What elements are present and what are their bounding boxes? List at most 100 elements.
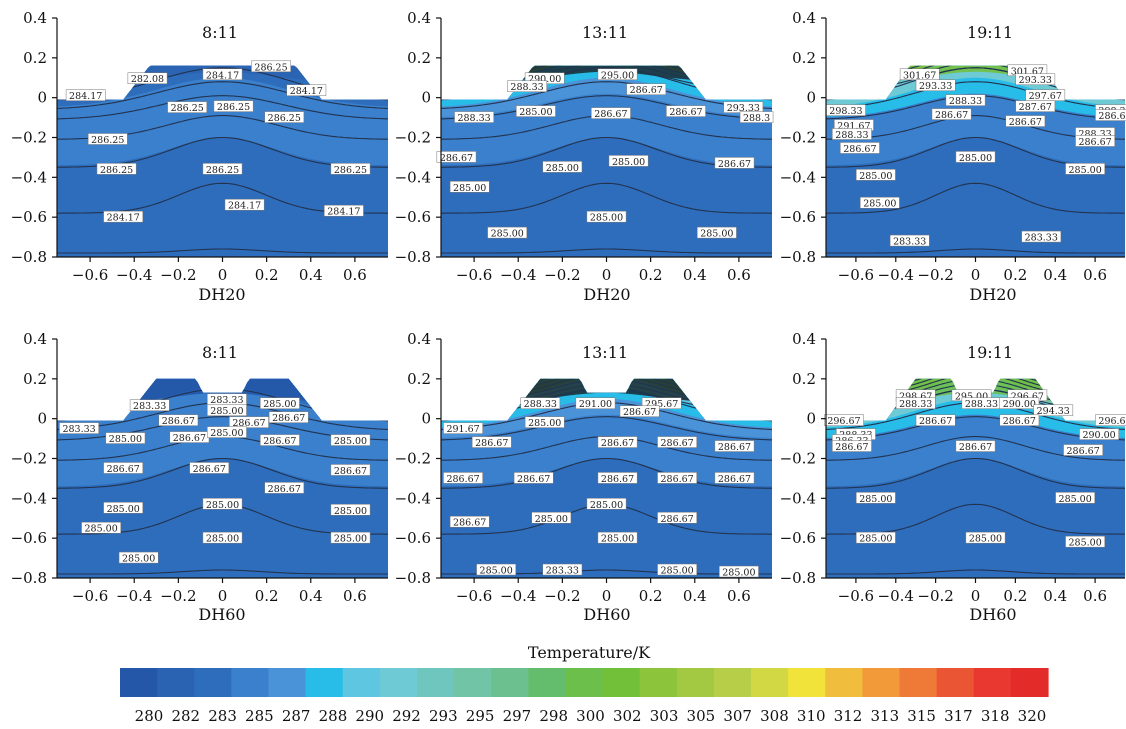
y-tick-label: 0.2 (792, 49, 816, 67)
svg-text:285.00: 285.00 (122, 554, 155, 565)
svg-text:283.33: 283.33 (210, 395, 243, 406)
svg-text:285.00: 285.00 (210, 406, 243, 417)
y-tick-label: 0.2 (23, 370, 47, 388)
contour-label: 286.67 (915, 414, 956, 427)
svg-text:286.67: 286.67 (475, 438, 508, 449)
y-tick-label: −0.4 (11, 489, 47, 507)
colorbar-swatch (305, 668, 344, 697)
contour-label: 295.67 (641, 397, 682, 410)
contour-label: 285.00 (487, 226, 528, 240)
svg-text:296.67: 296.67 (827, 416, 860, 427)
contour-label: 285.00 (855, 169, 896, 182)
x-tick-label: −0.4 (116, 587, 152, 605)
contour-label: 285.00 (696, 226, 737, 240)
svg-text:283.33: 283.33 (1025, 233, 1058, 244)
contour-label: 285.00 (531, 512, 572, 525)
svg-text:285.00: 285.00 (546, 163, 579, 174)
contour-label: 286.67 (666, 105, 706, 118)
contour-label: 285.00 (1065, 163, 1105, 176)
colorbar-tick-label: 290 (355, 707, 384, 725)
svg-text:285.00: 285.00 (85, 524, 118, 535)
contour-label: 285.00 (1065, 535, 1105, 549)
svg-text:285.00: 285.00 (590, 213, 623, 224)
contour-line (826, 378, 1125, 389)
panel-title: 19:11 (967, 343, 1013, 362)
panel-title: 13:11 (582, 343, 628, 362)
contour-label: 286.67 (268, 411, 309, 424)
svg-text:288.33: 288.33 (1078, 129, 1111, 140)
svg-text:285.00: 285.00 (1059, 494, 1092, 505)
x-tick-label: −0.4 (500, 587, 536, 605)
contour-label: 286.67 (931, 108, 972, 121)
contour-line (57, 248, 388, 254)
contour-label: 286.67 (158, 414, 199, 427)
contour-label: 285.00 (118, 551, 159, 565)
y-tick-label: 0.4 (407, 9, 431, 27)
svg-text:285.00: 285.00 (528, 418, 561, 429)
svg-text:288.3: 288.3 (743, 113, 770, 124)
x-tick-label: 0.2 (1003, 266, 1027, 284)
svg-text:285.00: 285.00 (109, 434, 142, 445)
contour-label: 286.67 (597, 436, 638, 449)
contour-label: 287.67 (1015, 100, 1056, 113)
x-tick-label: 0 (218, 587, 228, 605)
axes: 0.40.20−0.2−0.4−0.6−0.8−0.6 −0.4 −0.2 0 0.2 0… (780, 9, 1125, 284)
contour-label: 286.25 (264, 111, 305, 124)
y-tick-label: −0.6 (395, 208, 431, 226)
contour-label: 285.00 (955, 151, 996, 164)
x-tick-label: 0.2 (1003, 587, 1027, 605)
svg-text:284.17: 284.17 (69, 91, 102, 102)
colorbar-swatch (676, 668, 715, 697)
contour-label: 286.67 (229, 416, 269, 429)
colorbar-swatch (157, 668, 195, 697)
contour-line (441, 81, 772, 110)
x-tick-label: 0 (602, 266, 612, 284)
x-tick-label: 0.4 (683, 266, 707, 284)
contour-label: 286.25 (96, 163, 137, 176)
svg-text:286.67: 286.67 (517, 474, 550, 485)
x-tick-label: 0.4 (683, 587, 707, 605)
x-tick-label: 0.6 (343, 266, 367, 284)
contour-label: 285.00 (1055, 492, 1096, 505)
svg-text:286.25: 286.25 (217, 102, 250, 113)
colorbar-tick-label: 298 (539, 707, 568, 725)
contour-label: 284.17 (103, 210, 144, 224)
x-tick-label: −0.6 (456, 266, 492, 284)
y-tick-label: −0.6 (780, 529, 816, 547)
svg-text:285.00: 285.00 (535, 514, 568, 525)
svg-text:286.67: 286.67 (173, 433, 206, 444)
contour-line (441, 95, 772, 120)
colorbar-swatch (751, 668, 789, 697)
x-tick-label: 0 (971, 587, 981, 605)
colorbar-tick-label: 297 (503, 707, 532, 725)
contour-line (826, 182, 1125, 214)
svg-text:288.33: 288.33 (524, 399, 557, 410)
svg-text:295.00: 295.00 (955, 391, 988, 402)
svg-text:285.00: 285.00 (859, 534, 892, 545)
svg-text:286.67: 286.67 (718, 442, 751, 453)
contour-label: 285.00 (330, 504, 371, 517)
x-tick-label: −0.6 (456, 587, 492, 605)
contour-label: 288.33 (961, 397, 1002, 410)
contour-line (57, 569, 388, 575)
contour-label: 290.00 (999, 397, 1040, 410)
y-tick-label: 0 (421, 89, 431, 107)
colorbar-swatch (120, 668, 158, 697)
colorbar-tick-label: 287 (282, 707, 311, 725)
svg-text:294.33: 294.33 (1037, 406, 1070, 417)
y-tick-label: 0.4 (23, 9, 47, 27)
contour-label: 284.17 (202, 68, 243, 81)
contour-label: 286.67 (330, 464, 371, 477)
colorbar-tick-label: 303 (650, 707, 679, 725)
colorbar-swatch (899, 668, 938, 697)
y-tick-label: −0.4 (395, 489, 431, 507)
contour-label: 285.00 (81, 521, 121, 535)
contour-label: 286.25 (202, 163, 243, 176)
contour-label: 294.33 (1033, 404, 1074, 417)
svg-text:285.00: 285.00 (107, 504, 140, 515)
contour-line (826, 115, 1125, 140)
svg-text:283.33: 283.33 (133, 401, 166, 412)
